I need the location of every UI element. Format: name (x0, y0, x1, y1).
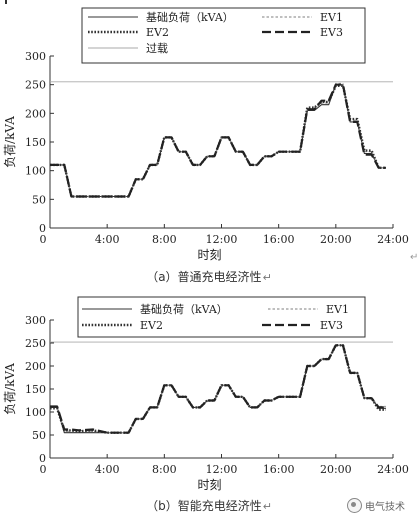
legend-label: EV1 (320, 11, 343, 24)
y-tick-label: 300 (25, 314, 46, 327)
legend-label: EV2 (146, 26, 169, 39)
series-line (50, 344, 386, 434)
legend-label: EV2 (140, 319, 163, 332)
x-tick-label: 8:00 (152, 233, 177, 246)
return-mark-icon: ↵ (262, 271, 272, 284)
series-line (50, 83, 386, 198)
x-axis-label: 时刻 (197, 478, 221, 492)
x-tick-label: 8:00 (152, 463, 177, 476)
x-tick-label: 20:00 (320, 463, 352, 476)
chart-panel-0: 0 50 100 150 200 250 300 0 4:00 8:00 12:00 16:00 20:… (3, 7, 409, 262)
wechat-logo-icon (347, 498, 362, 513)
y-axis-label: 负荷/kVA (3, 116, 17, 168)
x-tick-label: 0 (40, 233, 47, 246)
y-tick-label: 100 (25, 406, 46, 419)
legend-label: EV3 (320, 26, 343, 39)
series-line (50, 344, 386, 434)
legend-label: EV3 (320, 319, 343, 332)
y-tick-label: 200 (25, 107, 46, 120)
x-tick-label: 0 (40, 463, 47, 476)
x-axis-label: 时刻 (197, 248, 221, 262)
x-tick-label: 12:00 (206, 233, 238, 246)
series-line (50, 84, 386, 198)
x-tick-label: 24:00 (377, 233, 409, 246)
legend-box (77, 296, 366, 338)
legend-label: EV1 (326, 303, 349, 316)
y-tick-label: 50 (32, 429, 46, 442)
x-tick-label: 16:00 (263, 463, 295, 476)
watermark: 电气技术 (347, 498, 405, 513)
y-tick-label: 100 (25, 165, 46, 178)
x-tick-label: 4:00 (95, 463, 120, 476)
series-line (50, 344, 386, 434)
chart-panel-1: 0 50 100 150 200 250 300 0 4:00 8:00 12:00 16:00 20:… (3, 296, 409, 492)
caption-a: （a）普通充电经济性↵ (0, 268, 418, 285)
y-tick-label: 250 (25, 79, 46, 92)
x-tick-label: 4:00 (95, 233, 120, 246)
x-tick-label: 16:00 (263, 233, 295, 246)
y-tick-label: 300 (25, 50, 46, 63)
top-corner-mark (5, 0, 7, 4)
caption-b: （b）智能充电经济性↵ (0, 497, 418, 514)
y-tick-label: 150 (25, 136, 46, 149)
y-tick-label: 250 (25, 337, 46, 350)
y-axis-label: 负荷/kVA (3, 363, 17, 415)
series-line (50, 84, 386, 198)
legend-label: 基础负荷（kVA） (140, 302, 228, 316)
legend-label: 基础负荷（kVA） (146, 10, 234, 24)
return-mark-icon: ↵ (410, 252, 418, 263)
x-tick-label: 24:00 (377, 463, 409, 476)
series-line (50, 82, 386, 198)
caption-a-text: （a）普通充电经济性 (146, 270, 262, 284)
y-tick-label: 0 (39, 222, 46, 235)
y-tick-label: 0 (39, 452, 46, 465)
y-tick-label: 200 (25, 360, 46, 373)
caption-b-text: （b）智能充电经济性 (146, 499, 262, 513)
return-mark-icon: ↵ (262, 500, 272, 513)
watermark-text: 电气技术 (365, 502, 405, 513)
y-tick-label: 50 (32, 193, 46, 206)
x-tick-label: 20:00 (320, 233, 352, 246)
y-tick-label: 150 (25, 383, 46, 396)
x-tick-label: 12:00 (206, 463, 238, 476)
legend-label: 过载 (146, 42, 168, 55)
series-line (50, 344, 386, 434)
